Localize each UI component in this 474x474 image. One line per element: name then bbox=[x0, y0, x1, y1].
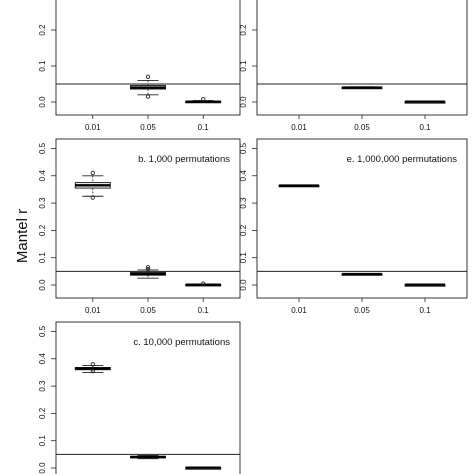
outlier-point bbox=[90, 195, 95, 200]
y-tick-label: 0.2 bbox=[38, 24, 47, 36]
x-tick-label: 0.05 bbox=[354, 306, 370, 315]
y-tick-label: 0.4 bbox=[38, 353, 47, 365]
x-tick-label: 0.05 bbox=[140, 123, 156, 132]
panel-title: b. 1,000 permutations bbox=[138, 154, 230, 165]
outlier-point bbox=[145, 267, 151, 272]
box-0.01 bbox=[74, 362, 111, 374]
y-tick-label: 0.1 bbox=[38, 252, 47, 264]
y-axis-label: Mantel r bbox=[14, 209, 31, 263]
y-tick-label: 0.1 bbox=[239, 60, 248, 72]
box-0.1 bbox=[404, 283, 446, 287]
box-0.1 bbox=[185, 466, 222, 470]
y-tick-label: 0.5 bbox=[239, 142, 248, 154]
plot-area bbox=[56, 170, 240, 287]
y-tick-label: 0.0 bbox=[38, 96, 47, 108]
outlier-point bbox=[145, 265, 151, 270]
panel-d: 0.00.10.20.30.010.050.1 bbox=[239, 0, 468, 132]
y-tick-label: 0.0 bbox=[38, 279, 47, 291]
box-0.1 bbox=[185, 281, 222, 287]
box-0.01 bbox=[278, 184, 320, 188]
box-0.01 bbox=[74, 170, 111, 200]
y-tick-label: 0.3 bbox=[239, 197, 248, 209]
plot-area bbox=[56, 362, 240, 470]
box-0.05 bbox=[130, 74, 166, 99]
box-0.1 bbox=[404, 100, 446, 104]
box-0.05 bbox=[341, 272, 383, 276]
x-tick-label: 0.01 bbox=[85, 123, 101, 132]
x-tick-label: 0.1 bbox=[419, 123, 431, 132]
y-tick-label: 0.2 bbox=[38, 224, 47, 236]
y-tick-label: 0.3 bbox=[38, 197, 47, 209]
y-tick-label: 0.5 bbox=[38, 325, 47, 337]
box-0.05 bbox=[130, 454, 166, 460]
outlier-point bbox=[90, 368, 95, 374]
x-tick-label: 0.01 bbox=[291, 306, 307, 315]
panel-c: 0.0 0.1 0.2 0.3 0.4 0.5 c. 10,000 permutations bbox=[38, 321, 241, 474]
y-tick-label: 0.0 bbox=[239, 96, 248, 108]
box-0.1 bbox=[185, 96, 222, 104]
plot-frame bbox=[256, 0, 468, 116]
panel-a: 0.00.10.20.30.010.050.1 bbox=[38, 0, 241, 132]
outlier-point bbox=[145, 74, 151, 79]
y-tick-label: 0.0 bbox=[38, 462, 47, 474]
panel-title: e. 1,000,000 permutations bbox=[347, 154, 458, 165]
y-tick-label: 0.1 bbox=[239, 252, 248, 264]
plot-area bbox=[257, 184, 467, 287]
y-tick-label: 0.1 bbox=[38, 60, 47, 72]
panel-title: c. 10,000 permutations bbox=[133, 337, 230, 348]
plot-area bbox=[257, 83, 467, 104]
x-tick-label: 0.1 bbox=[198, 123, 210, 132]
plot-frame bbox=[55, 321, 241, 474]
y-tick-label: 0.4 bbox=[38, 170, 47, 182]
y-tick-label: 0.2 bbox=[38, 407, 47, 419]
panel-e: 0.0 0.1 0.2 0.3 0.4 0.5 0.01 0.05 0.1 e. 1,000,00… bbox=[239, 138, 468, 315]
y-tick-label: 0.3 bbox=[38, 380, 47, 392]
y-tick-label: 0.4 bbox=[239, 170, 248, 182]
x-tick-label: 0.01 bbox=[85, 306, 101, 315]
x-tick-label: 0.1 bbox=[419, 306, 431, 315]
x-tick-label: 0.05 bbox=[140, 306, 156, 315]
y-tick-label: 0.2 bbox=[239, 24, 248, 36]
outlier-point bbox=[90, 362, 95, 367]
x-tick-label: 0.01 bbox=[291, 123, 307, 132]
plot-frame bbox=[55, 0, 241, 116]
y-tick-label: 0.0 bbox=[239, 279, 248, 291]
outlier-point bbox=[90, 170, 95, 176]
x-tick-label: 0.05 bbox=[354, 123, 370, 132]
plot-area bbox=[56, 74, 240, 104]
outlier-point bbox=[201, 96, 206, 102]
box-0.05 bbox=[130, 265, 166, 279]
panel-b: 0.0 0.1 0.2 0.3 0.4 0.5 0.01 0.05 0.1 b. 1,000 pe… bbox=[38, 138, 241, 315]
outlier-point bbox=[201, 281, 206, 286]
y-tick-label: 0.2 bbox=[239, 224, 248, 236]
y-tick-label: 0.5 bbox=[38, 142, 47, 154]
y-tick-label: 0.1 bbox=[38, 435, 47, 447]
x-tick-label: 0.1 bbox=[198, 306, 210, 315]
outlier-point bbox=[145, 94, 151, 99]
box-0.05 bbox=[341, 86, 383, 90]
